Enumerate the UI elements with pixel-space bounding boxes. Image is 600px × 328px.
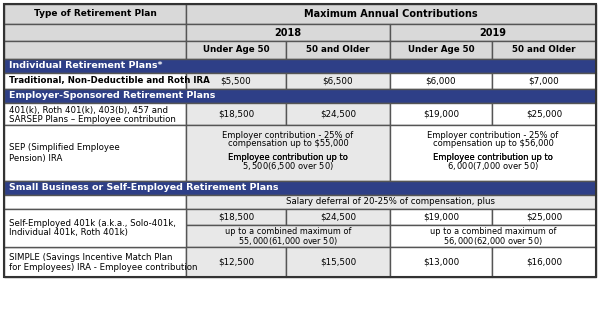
Bar [186,209,286,225]
Text: Employer-Sponsored Retirement Plans: Employer-Sponsored Retirement Plans [9,92,215,100]
Text: SIMPLE (Savings Incentive Match Plan: SIMPLE (Savings Incentive Match Plan [9,253,173,261]
Text: Salary deferral of 20-25% of compensation, plus: Salary deferral of 20-25% of compensatio… [287,197,496,207]
Text: Employee contribution up to: Employee contribution up to [228,153,348,161]
Text: Type of Retirement Plan: Type of Retirement Plan [34,10,157,18]
Text: Individual 401k, Roth 401k): Individual 401k, Roth 401k) [9,229,128,237]
Text: Employee contribution up to: Employee contribution up to [433,153,553,161]
Bar [186,125,390,181]
Bar [390,125,596,181]
Text: 50 and Older: 50 and Older [306,46,370,54]
Bar [186,73,286,89]
Bar [286,73,390,89]
Text: Small Business or Self-Employed Retirement Plans: Small Business or Self-Employed Retireme… [9,183,278,193]
Bar [390,247,492,277]
Text: $5,500: $5,500 [221,76,251,86]
Bar [186,41,286,59]
Text: $55,000 ($61,000 over 50): $55,000 ($61,000 over 50) [238,235,338,247]
Text: $7,000: $7,000 [529,76,559,86]
Bar [492,103,596,125]
Text: Under Age 50: Under Age 50 [203,46,269,54]
Text: Traditional, Non-Deductible and Roth IRA: Traditional, Non-Deductible and Roth IRA [9,76,210,86]
Text: $5,500 ($6,500 over 50): $5,500 ($6,500 over 50) [242,160,334,172]
Text: $6,500: $6,500 [323,76,353,86]
Bar [186,247,286,277]
Text: $18,500: $18,500 [218,110,254,118]
Bar [186,24,390,41]
Bar [286,209,390,225]
Bar [4,181,596,195]
Bar [186,225,390,247]
Bar [4,59,596,73]
Bar [4,24,186,41]
Text: $13,000: $13,000 [423,257,459,266]
Text: SARSEP Plans – Employee contribution: SARSEP Plans – Employee contribution [9,114,176,124]
Text: $18,500: $18,500 [218,213,254,221]
Text: Employer contribution - 25% of: Employer contribution - 25% of [427,131,559,139]
Text: Under Age 50: Under Age 50 [407,46,475,54]
Text: Self-Employed 401k (a.k.a., Solo-401k,: Self-Employed 401k (a.k.a., Solo-401k, [9,218,176,228]
Text: SEP (Simplified Employee
Pension) IRA: SEP (Simplified Employee Pension) IRA [9,143,120,163]
Text: $56,000 ($62,000 over 50): $56,000 ($62,000 over 50) [443,235,543,247]
Bar [390,73,492,89]
Bar [390,209,492,225]
Bar [186,195,596,209]
Text: $24,500: $24,500 [320,110,356,118]
Text: 401(k), Roth 401(k), 403(b), 457 and: 401(k), Roth 401(k), 403(b), 457 and [9,106,168,114]
Bar [4,209,186,247]
Text: 50 and Older: 50 and Older [512,46,576,54]
Bar [186,4,596,24]
Bar [390,24,596,41]
Bar [4,247,186,277]
Bar [286,41,390,59]
Text: up to a combined maximum of: up to a combined maximum of [225,228,351,236]
Text: up to a combined maximum of: up to a combined maximum of [430,228,556,236]
Text: $6,000: $6,000 [425,76,457,86]
Bar [4,195,186,209]
Text: 2019: 2019 [479,28,506,37]
Bar [390,103,492,125]
Bar [4,4,186,24]
Text: Employee contribution up to: Employee contribution up to [433,153,553,161]
Text: compensation up to $56,000: compensation up to $56,000 [433,139,553,149]
Text: for Employees) IRA - Employee contribution: for Employees) IRA - Employee contributi… [9,262,197,272]
Bar [492,209,596,225]
Bar [492,247,596,277]
Text: $25,000: $25,000 [526,110,562,118]
Bar [390,225,596,247]
Bar [4,125,186,181]
Text: $19,000: $19,000 [423,213,459,221]
Text: $6,000 ($7,000 over 50): $6,000 ($7,000 over 50) [447,160,539,172]
Text: $25,000: $25,000 [526,213,562,221]
Text: $16,000: $16,000 [526,257,562,266]
Bar [492,73,596,89]
Bar [492,41,596,59]
Text: $12,500: $12,500 [218,257,254,266]
Text: 2018: 2018 [274,28,302,37]
Text: $15,500: $15,500 [320,257,356,266]
Bar [390,41,492,59]
Bar [4,4,596,277]
Bar [4,73,186,89]
Bar [4,89,596,103]
Text: Employer contribution - 25% of: Employer contribution - 25% of [223,131,353,139]
Text: Maximum Annual Contributions: Maximum Annual Contributions [304,9,478,19]
Bar [286,103,390,125]
Text: compensation up to $55,000: compensation up to $55,000 [227,139,349,149]
Text: $24,500: $24,500 [320,213,356,221]
Bar [4,41,186,59]
Text: $19,000: $19,000 [423,110,459,118]
Text: Individual Retirement Plans*: Individual Retirement Plans* [9,62,163,71]
Bar [286,247,390,277]
Text: Employee contribution up to: Employee contribution up to [228,153,348,161]
Bar [4,103,186,125]
Bar [186,103,286,125]
